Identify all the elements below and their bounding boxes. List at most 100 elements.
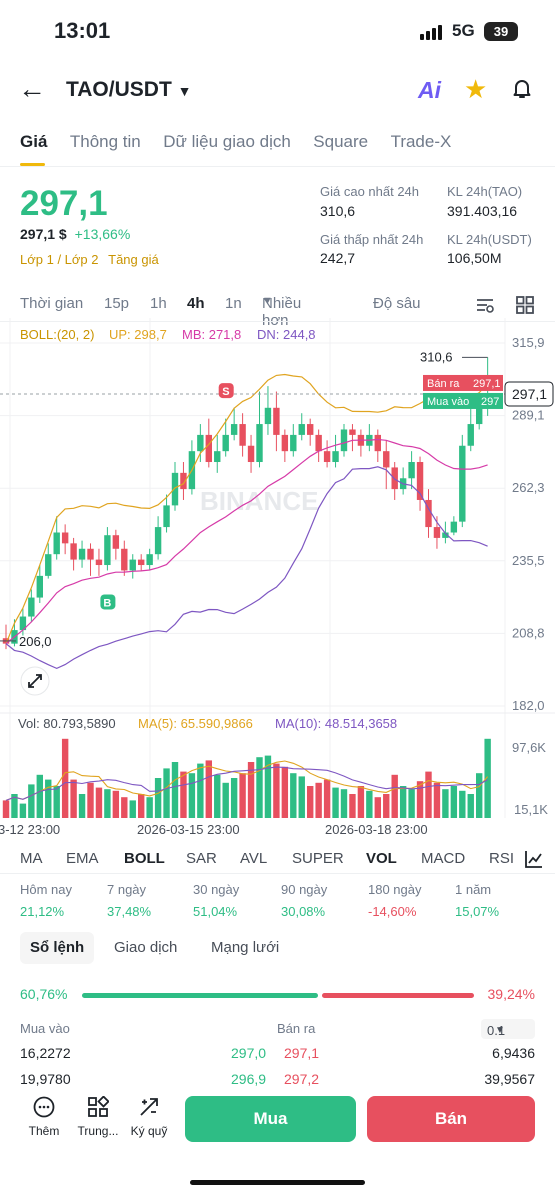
candle (171, 472, 179, 506)
candlestick-chart[interactable]: BINANCE 315,9 289,1 262,3 235,5 208,8 182,0 9… (0, 318, 555, 848)
vol-tao-label: KL 24h(TAO) (447, 184, 523, 199)
tab-trades[interactable]: Giao dịch (114, 939, 178, 956)
candle (95, 559, 103, 566)
candle (281, 434, 289, 452)
ind-sar[interactable]: SAR (186, 850, 217, 867)
high-label: Giá cao nhất 24h (320, 184, 420, 199)
volume-bar (450, 786, 458, 818)
tab-trade-x[interactable]: Trade-X (390, 132, 452, 151)
margin-label: Ký quỹ (130, 1124, 168, 1138)
indicator-settings-icon[interactable] (524, 849, 544, 869)
volume-bar (129, 800, 136, 818)
center-label: Trung... (77, 1124, 119, 1138)
ind-rsi[interactable]: RSI (489, 850, 515, 867)
time-tick: 2026-03-15 23:00 (137, 822, 240, 837)
ai-icon[interactable]: Ai (418, 77, 441, 103)
tf-1h[interactable]: 1h (150, 295, 167, 312)
bell-icon[interactable] (510, 76, 534, 100)
tf-time[interactable]: Thời gian (20, 295, 84, 312)
buy-button[interactable]: Mua (185, 1096, 356, 1142)
volume-bar (391, 774, 398, 818)
volume-bar (442, 789, 449, 818)
volume-bar (247, 762, 255, 818)
candle (180, 472, 187, 490)
volume-bar (197, 763, 204, 818)
orderbook-row[interactable]: 16,2272 297,0 297,1 6,9436 (20, 1045, 535, 1065)
volume-bar (332, 787, 339, 818)
buy-ratio: 60,76% (20, 986, 68, 1002)
orderbook-header: Mua vào Bán ra 0.1 ▼ (20, 1019, 535, 1041)
trend-tag[interactable]: Tăng giá (108, 252, 159, 267)
buy-sell-ratio: 60,76% 39,24% (20, 986, 535, 1006)
tf-depth[interactable]: Độ sâu (373, 295, 421, 312)
caret-down-icon: ▼ (495, 1025, 505, 1036)
candle (78, 548, 86, 560)
perf-value: 21,12% (20, 904, 65, 919)
price-tick: 262,3 (512, 480, 545, 495)
pair-selector[interactable]: TAO/USDT ▼ (66, 78, 191, 102)
layer-tag[interactable]: Lớp 1 / Lớp 2 (20, 252, 99, 267)
center-button[interactable]: Trung... (72, 1096, 124, 1138)
tab-price[interactable]: Giá (20, 132, 48, 166)
candle (332, 451, 339, 463)
time-tick: 3-12 23:00 (0, 822, 60, 837)
volume-bar (459, 790, 466, 818)
candle (374, 434, 381, 452)
tf-more-label: Nhiều hơn (262, 295, 302, 329)
grid-layout-icon[interactable] (515, 295, 535, 315)
perf-value: 37,48% (107, 904, 152, 919)
margin-icon (140, 1098, 158, 1116)
ask-tag (423, 374, 503, 391)
price-axis: 315,9 289,1 262,3 235,5 208,8 182,0 (512, 335, 545, 713)
star-icon[interactable]: ★ (464, 74, 488, 104)
bid-tag-label: Mua vào (427, 396, 469, 408)
tab-info[interactable]: Thông tin (69, 132, 141, 151)
candle (416, 462, 424, 500)
price-tick: 289,1 (512, 408, 545, 423)
perf-label: Hôm nay (20, 882, 73, 897)
ask-tag-price: 297,1 (473, 378, 501, 390)
ind-ema[interactable]: EMA (66, 850, 99, 867)
sell-button[interactable]: Bán (367, 1096, 535, 1142)
ind-super[interactable]: SUPER (292, 850, 344, 867)
tab-square[interactable]: Square (313, 132, 369, 151)
ind-avl[interactable]: AVL (240, 850, 268, 867)
volume-bar (188, 773, 196, 818)
perf-label: 30 ngày (193, 882, 240, 897)
candle (264, 407, 272, 425)
tab-order-book[interactable]: Sổ lệnh (20, 932, 95, 964)
precision-select[interactable]: 0.1 ▼ (481, 1019, 535, 1039)
tab-network[interactable]: Mạng lưới (211, 939, 280, 956)
ind-boll[interactable]: BOLL (124, 850, 165, 867)
orderbook-row[interactable]: 19,9780 296,9 297,2 39,9567 (20, 1071, 535, 1091)
tf-4h[interactable]: 4h (187, 295, 205, 312)
chart-settings-icon[interactable] (475, 295, 495, 315)
more-button[interactable]: Thêm (18, 1096, 70, 1138)
boll-mb-label: MB: 271,8 (182, 327, 241, 342)
candle (45, 554, 52, 576)
ind-ma[interactable]: MA (20, 850, 43, 867)
caret-down-icon: ▼ (262, 295, 273, 307)
candle (112, 535, 120, 549)
tf-1d[interactable]: 1n (225, 295, 242, 312)
volume-bar (340, 789, 348, 818)
ma10-line (5, 766, 488, 801)
candle (36, 575, 43, 598)
performance-row: Hôm nay 21,12% 7 ngày 37,48% 30 ngày 51,04% 90… (0, 882, 555, 922)
back-arrow-icon[interactable]: ← (18, 73, 46, 104)
ind-macd[interactable]: MACD (421, 850, 466, 867)
tf-15m[interactable]: 15p (104, 295, 130, 312)
low-value: 242,7 (320, 250, 356, 266)
vol-usdt-value: 106,50M (447, 250, 502, 266)
perf-label: 90 ngày (281, 882, 328, 897)
volume-bar (53, 786, 60, 818)
price-tick: 235,5 (512, 553, 545, 568)
tab-trading-data[interactable]: Dữ liệu giao dịch (163, 132, 291, 151)
min-label: 206,0 (19, 634, 52, 649)
margin-button[interactable]: Ký quỹ (123, 1096, 175, 1138)
volume-bar (163, 768, 170, 818)
candle (28, 597, 35, 617)
max-label: 310,6 (420, 349, 453, 364)
ind-vol[interactable]: VOL (366, 850, 397, 867)
status-bar: 13:01 5G 39 (0, 0, 555, 62)
